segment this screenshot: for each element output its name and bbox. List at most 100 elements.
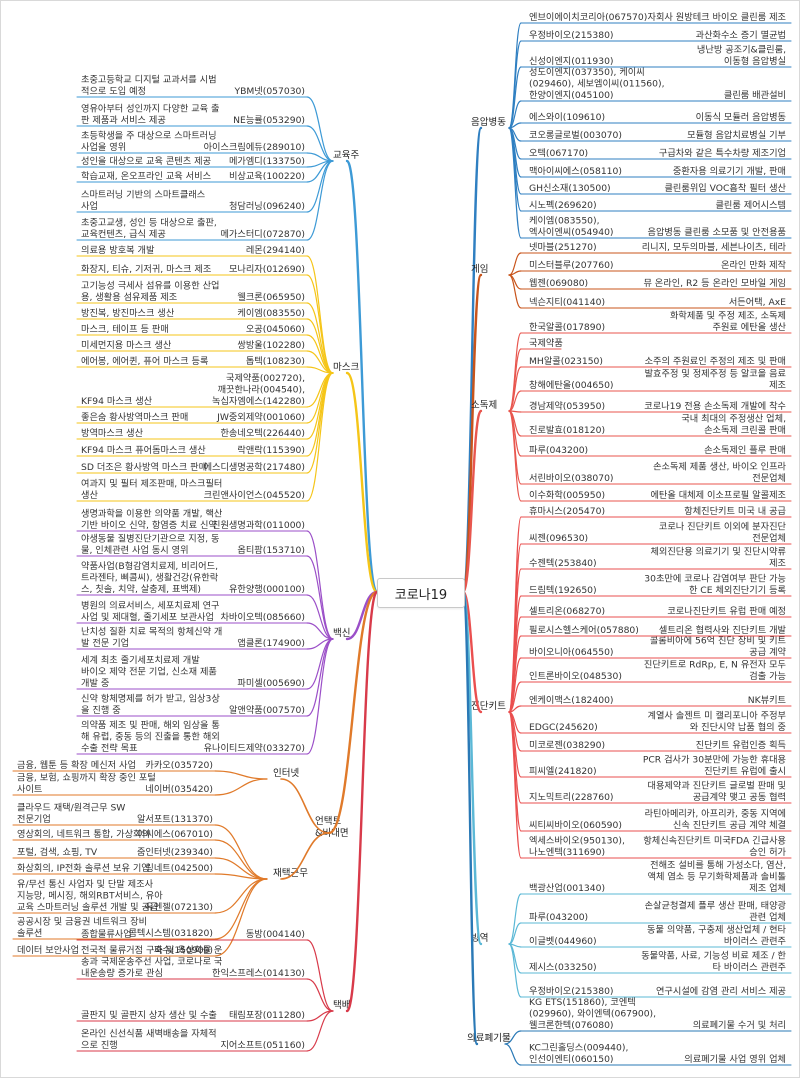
mindmap-node[interactable]: 케이엠(083550),엑사이엔씨(054940) 음압병동 클린룸 소모품 및 … bbox=[529, 215, 786, 239]
mindmap-node[interactable]: 에스디생명공학(217480)SD 더조은 황사방역 마스크 판매 bbox=[81, 462, 305, 473]
mindmap-node[interactable]: 톱텍(108230) 에어봉, 에어퀸, 퓨어 마스크 등록 bbox=[81, 355, 305, 367]
mindmap-node[interactable]: 엑세스바이오(950130),나노엔텍(311690) 항체신속진단키트 미국FD… bbox=[529, 835, 787, 859]
mindmap-node[interactable]: 옵티팜(153710) 야생동물 질병진단기관으로 지정, 동물, 인체관련 사업… bbox=[81, 533, 305, 557]
mindmap-node[interactable]: 동방(004140) 종합물류사업 bbox=[81, 928, 305, 940]
mindmap-node[interactable]: 경남제약(053950) 코로나19 전용 손소독제 개발에 착수 bbox=[529, 400, 786, 412]
mindmap-node[interactable]: 국제약품 bbox=[529, 337, 563, 349]
mindmap-node[interactable]: JW중외제약(001060) 좋은숨 황사방역마스크 판매 bbox=[81, 411, 305, 423]
branch-game[interactable]: 게임 넷마블(251270) 리니지, 모두의마블, 세븐나이츠, 테라미스터블루(… bbox=[471, 242, 787, 308]
mindmap-node[interactable]: 웹젠(069080) 뮤 온라인, R2 등 온라인 모바일 게임 bbox=[529, 277, 786, 289]
mindmap-node[interactable]: 휴마시스(205470) 항체진단키트 미국 내 공급 bbox=[529, 506, 786, 517]
mindmap-node[interactable]: 앱클론(174900) 난치성 질환 치료 목적의 항체신약 개발 전문 기업 bbox=[81, 626, 305, 650]
mindmap-node[interactable]: 미스터블루(207760) 온라인 만화 제작 bbox=[529, 260, 787, 271]
company-desc: 데이터 보안사업 bbox=[17, 944, 79, 956]
mindmap-node[interactable]: 신성이엔지(011930) 냉난방 공조기&클린룸,이동형 음압병실 bbox=[529, 45, 786, 68]
mindmap-node[interactable]: 드림텍(192650) 30초만에 코로나 감염여부 판단 가능한 CE 체외진단… bbox=[529, 573, 786, 597]
mindmap-node[interactable]: 이씨에스(067010)영상회의, 네트워크 통합, 가상회의 bbox=[17, 829, 213, 840]
mindmap-node[interactable]: 셀트리온(068270) 코로나진단키트 유럽 판매 예정 bbox=[529, 606, 786, 617]
branch-air[interactable]: 음압병동 엔브이에이치코리아(067570) 자회사 원방테크 바이오 클린룸 제조… bbox=[471, 11, 787, 238]
mindmap-node[interactable]: 비상교육(100220) 학습교재, 온오프라인 교육 서비스 bbox=[81, 171, 305, 182]
mindmap-node[interactable]: 태림포장(011280) 골판지 및 골판지 상자 생산 및 수출 bbox=[81, 1009, 305, 1021]
mindmap-node[interactable]: 넷마블(251270) 리니지, 모두의마블, 세븐나이츠, 테라 bbox=[529, 242, 787, 253]
mindmap-node[interactable]: 파루(043200) 손소독제인 플루 판매 bbox=[529, 445, 786, 456]
mindmap-node[interactable]: 한익스프레스(014130) 전국적 물류거점 구축 및 육상화물 운송과 국제운… bbox=[81, 944, 305, 979]
mindmap-node[interactable]: 오텍(067170) 구급차와 같은 특수차량 제조기업 bbox=[529, 147, 786, 159]
mindmap-node[interactable]: 진로발효(018120) 국내 최대의 주정생산 업체,손소독제 크린콜 판매 bbox=[529, 413, 786, 437]
mindmap-node[interactable]: MH알콜(023150) 소주의 주원료인 주정의 제조 및 판매 bbox=[529, 355, 786, 367]
mindmap-node[interactable]: 유한양행(000100) 약품사업(B형감염치료제, 비리어드,트라젠타, 삐콤씨… bbox=[81, 560, 305, 595]
mindmap-node[interactable]: 웰크론(065950) 고기능성 극세사 섬유를 이용한 산업용, 생활용 섬유제… bbox=[81, 280, 305, 304]
mindmap-node[interactable]: 성도이엔지(037350), 케이씨(029460), 세보엠이씨(011560… bbox=[529, 67, 786, 101]
mindmap-node[interactable]: 메가엠디(133750) 성인을 대상으로 교육 콘텐츠 제공 bbox=[81, 155, 305, 167]
mindmap-node[interactable]: KC그린홀딩스(009440),인선이엔티(060150) 의료폐기물 사업 영위… bbox=[529, 1042, 786, 1066]
mindmap-node[interactable]: 줌인터넷(239340) 포털, 검색, 쇼핑, TV bbox=[17, 846, 213, 858]
mindmap-node[interactable]: 넥슨지티(041140) 서든어택, AxE bbox=[529, 297, 786, 308]
mindmap-node[interactable]: 링네트(042500)화상회의, IP전화 솔루션 보유 기업 bbox=[17, 862, 213, 874]
mindmap-node[interactable]: 파수(150900) 데이터 보안사업 bbox=[17, 944, 213, 956]
mindmap-node[interactable]: 모나리자(012690) 화장지, 티슈, 기저귀, 마스크 제조 bbox=[81, 264, 305, 275]
mindmap-node[interactable]: 인트론바이오(048530) 진단키트로 RdRp, E, N 유전자 모두검출 … bbox=[529, 660, 786, 683]
branch-diag[interactable]: 진단키트 휴마시스(205470) 항체진단키트 미국 내 공급씨젠(096530)… bbox=[471, 506, 787, 858]
central-topic[interactable]: 코로나19 bbox=[377, 578, 465, 608]
mindmap-node[interactable]: 한송네오텍(226440) 방역마스크 생산 bbox=[81, 428, 305, 439]
mindmap-node[interactable]: 필로시스헬스케어(057880) 셀트리온 협력사와 진단키트 개발 bbox=[529, 624, 787, 636]
mindmap-node[interactable]: 레몬(294140) 의료용 방호복 개발 bbox=[81, 245, 305, 256]
mindmap-node[interactable]: 우정바이오(215380) 연구시설에 감염 관리 서비스 제공 bbox=[529, 985, 786, 997]
mindmap-node[interactable]: 맥아이씨에스(058110) 중환자용 의료기기 개발, 판매 bbox=[529, 165, 786, 177]
mindmap-node[interactable]: 메가스터디(072870)초중고교생, 성인 등 대상으로 출판,교육컨텐츠, … bbox=[81, 218, 305, 241]
mindmap-node[interactable]: 엔케이맥스(182400) NK뷰키트 bbox=[529, 695, 786, 706]
mindmap-node[interactable]: NE능률(053290) 영유아부터 성인까지 다양한 교육 출판 제품과 서비스… bbox=[81, 104, 305, 127]
mindmap-node[interactable]: 이수화학(005950) 에탄올 대체제 이소프로필 알콜제조 bbox=[529, 489, 786, 501]
mindmap-node[interactable]: 엔브이에이치코리아(067570) 자회사 원방테크 바이오 클린룸 제조 bbox=[529, 11, 786, 23]
branch-waste[interactable]: 의료폐기물 KG ETS(151860), 코엔텍(029960), 와이엔텍(0… bbox=[467, 997, 786, 1065]
mindmap-node[interactable]: 에스와이(109610) 이동식 모듈러 음압병동 bbox=[529, 111, 786, 123]
mindmap-node[interactable]: 오공(045060) 마스크, 테이프 등 판매 bbox=[81, 324, 305, 335]
mindmap-node[interactable]: 우정바이오(215380) 과산화수소 증기 멸균법 bbox=[529, 30, 786, 41]
mindmap-node[interactable]: 카카오(035720) 금융, 웹툰 등 확장 메신저 사업 bbox=[17, 759, 213, 771]
mindmap-node[interactable]: 케이엠(083550) 방진복, 방진마스크 생산 bbox=[81, 307, 305, 319]
mindmap-node[interactable]: 시노펙(269620) 클린룸 제어시스템 bbox=[529, 199, 786, 211]
mindmap-node[interactable]: 국제약품(002720),깨끗한나라(004540),녹십자엠에스(142280… bbox=[81, 372, 305, 407]
mindmap-node[interactable]: 코오롱글로벌(003070) 모듈형 음압치료병실 기부 bbox=[529, 129, 786, 141]
mindmap-node[interactable]: 쌍방울(102280) 미세먼지용 마스크 생산 bbox=[81, 340, 305, 351]
mindmap-node[interactable]: 제시스(033250) 동물약품, 사료, 기능성 비료 제조 / 한타 바이러스… bbox=[529, 950, 787, 974]
mindmap-node[interactable]: KG ETS(151860), 코엔텍(029960), 와이엔텍(067900… bbox=[529, 997, 786, 1031]
mindmap-node[interactable]: 미코로젠(038290) 진단키트 유럽인증 획득 bbox=[529, 739, 786, 751]
mindmap-node[interactable]: GH신소재(130500) 클린룸위입 VOC흡착 필터 생산 bbox=[529, 182, 787, 194]
mindmap-node[interactable]: 락앤락(115390) KF94 마스크 퓨어돔마스크 생산 bbox=[81, 444, 305, 456]
mindmap-node[interactable]: 백광산업(001340) 전해조 설비를 통해 가성소다, 염산,액체 염소 등 … bbox=[529, 859, 786, 894]
branch-untact[interactable]: 언택트&비대면 인터넷 카카오(035720) 금융, 웹툰 등 확장 메신저 사업네… bbox=[17, 759, 349, 956]
mindmap-node[interactable]: 유나이티드제약(033270) 의약품 제조 및 판매, 해외 임상을 통해 유럽… bbox=[81, 719, 305, 754]
